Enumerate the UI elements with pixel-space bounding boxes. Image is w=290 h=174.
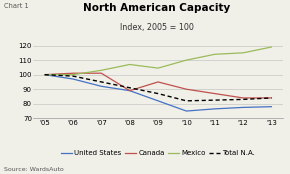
Legend: United States, Canada, Mexico, Total N.A.: United States, Canada, Mexico, Total N.A… [61, 151, 255, 156]
Text: North American Capacity: North American Capacity [83, 3, 230, 13]
Text: Source: WardsAuto: Source: WardsAuto [4, 167, 64, 172]
Text: Chart 1: Chart 1 [4, 3, 29, 9]
Text: Index, 2005 = 100: Index, 2005 = 100 [120, 23, 193, 33]
